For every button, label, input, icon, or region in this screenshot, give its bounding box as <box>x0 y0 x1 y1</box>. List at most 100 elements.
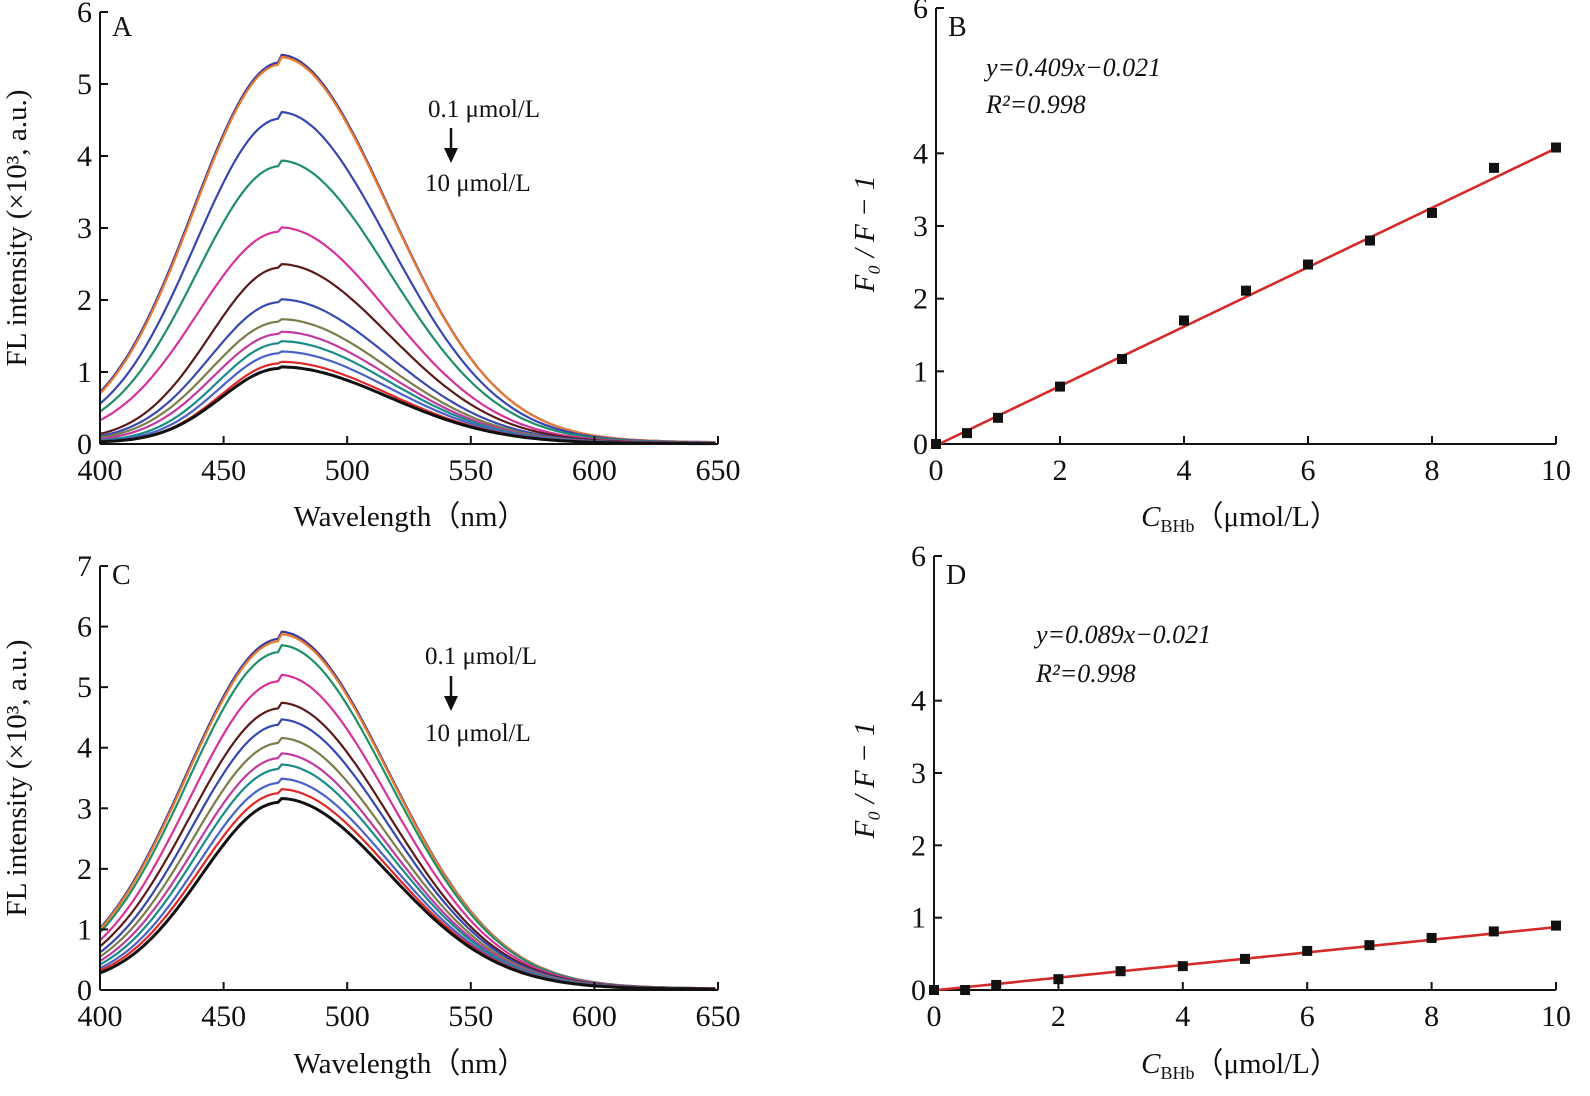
y-tick-label: 3 <box>913 210 928 243</box>
y-tick-label: 0 <box>913 428 928 461</box>
y-tick-label: 2 <box>913 283 928 316</box>
data-point <box>1115 966 1126 977</box>
x-tick-label: 0 <box>927 1000 942 1033</box>
data-point <box>1117 353 1127 364</box>
data-point <box>1177 961 1188 972</box>
y-tick-label: 6 <box>911 540 926 573</box>
panel-c-curves <box>99 630 716 991</box>
panel-a-y-title: FL intensity (×10³, a.u.) <box>1 90 33 367</box>
data-point <box>931 439 941 449</box>
panel-b-x-title-sub: BHb <box>1160 516 1194 536</box>
panel-c-annotation-top: 0.1 μmol/L <box>425 643 537 670</box>
data-point <box>929 985 939 995</box>
spectrum-curve-s3 <box>99 644 716 990</box>
x-tick-label: 450 <box>201 1000 246 1033</box>
panel-b-x-title: CBHb（μmol/L） <box>1141 501 1339 536</box>
y-tick-label: 2 <box>77 284 92 317</box>
x-tick-label: 650 <box>696 454 741 487</box>
panel-a-curves <box>99 53 716 446</box>
panel-d-x-title-unit: （μmol/L） <box>1194 1048 1338 1080</box>
x-tick-label: 6 <box>1301 454 1316 487</box>
panel-c-ticks: 400 450 500 550 600 650 0 1 2 3 4 5 6 7 <box>77 550 741 1033</box>
panel-a-annotation-top: 0.1 μmol/L <box>428 96 540 123</box>
y-tick-label: 1 <box>77 913 92 946</box>
panel-b-fit <box>938 147 1557 446</box>
data-point <box>1489 162 1499 173</box>
x-tick-label: 400 <box>78 454 123 487</box>
spectrum-curve-s4 <box>99 673 716 990</box>
spectrum-curve-s4 <box>99 159 716 444</box>
panel-b-equation: y=0.409x−0.021 <box>983 53 1161 82</box>
data-point <box>1053 974 1064 985</box>
spectrum-curve-s10 <box>99 340 716 445</box>
x-tick-label: 6 <box>1300 1000 1315 1033</box>
y-tick-label: 5 <box>77 68 92 101</box>
y-tick-label: 0 <box>77 974 92 1007</box>
panel-d-r2: R²=0.998 <box>1035 659 1136 688</box>
panel-d-ticks: 0 2 4 6 8 10 0 1 2 3 4 6 <box>911 540 1571 1033</box>
panel-c-arrow-head <box>444 696 458 711</box>
panel-d-x-title: CBHb（μmol/L） <box>1141 1048 1339 1083</box>
x-tick-label: 10 <box>1541 1000 1571 1033</box>
data-point <box>993 412 1003 423</box>
y-tick-label: 4 <box>911 685 926 718</box>
y-tick-label: 3 <box>77 792 92 825</box>
spectrum-curve-s8 <box>99 318 716 445</box>
panel-b-r2: R²=0.998 <box>985 90 1086 119</box>
panel-b-ticks: 0 2 4 6 8 10 0 1 2 3 4 6 <box>913 0 1571 487</box>
x-tick-label: 4 <box>1177 454 1192 487</box>
panel-c-annotation-bottom: 10 μmol/L <box>425 720 531 747</box>
y-tick-label: 2 <box>77 853 92 886</box>
panel-c-y-title: FL intensity (×10³, a.u.) <box>1 640 33 917</box>
x-tick-label: 600 <box>572 1000 617 1033</box>
y-tick-label: 3 <box>77 212 92 245</box>
fit-line <box>938 147 1557 446</box>
y-tick-label: 1 <box>911 902 926 935</box>
x-tick-label: 2 <box>1053 454 1068 487</box>
x-tick-label: 550 <box>448 1000 493 1033</box>
panel-d-equation: y=0.089x−0.021 <box>1033 620 1211 649</box>
spectrum-curve-s9 <box>99 763 716 990</box>
spectrum-curve-s12 <box>99 796 716 991</box>
x-tick-label: 2 <box>1051 1000 1066 1033</box>
x-tick-label: 500 <box>325 454 370 487</box>
panel-d-x-title-sub: BHb <box>1160 1063 1194 1083</box>
spectrum-curve-s13 <box>99 365 716 446</box>
y-tick-label: 4 <box>77 140 92 173</box>
panel-d-letter: D <box>946 560 966 591</box>
data-point <box>1551 920 1561 931</box>
y-tick-label: 2 <box>911 829 926 862</box>
spectrum-curve-s5 <box>99 701 716 990</box>
panel-a-ticks: 400 450 500 550 600 650 0 1 2 3 4 5 6 <box>77 0 741 487</box>
y-tick-label: 5 <box>77 671 92 704</box>
data-point <box>1240 953 1250 964</box>
x-tick-label: 4 <box>1175 1000 1190 1033</box>
data-point <box>1364 940 1375 951</box>
panel-a-letter: A <box>112 12 133 43</box>
x-tick-label: 650 <box>696 1000 741 1033</box>
x-tick-label: 8 <box>1425 454 1440 487</box>
data-point <box>962 428 972 439</box>
x-tick-label: 600 <box>572 454 617 487</box>
y-tick-label: 0 <box>911 974 926 1007</box>
x-tick-label: 10 <box>1541 454 1571 487</box>
x-tick-label: 550 <box>448 454 493 487</box>
panel-a-arrow-head <box>444 148 458 163</box>
y-tick-label: 6 <box>77 0 92 29</box>
y-tick-label: 4 <box>77 732 92 765</box>
y-tick-label: 1 <box>913 355 928 388</box>
data-point <box>991 979 1002 990</box>
panel-d-y-title: F₀ / F − 1 <box>849 722 881 840</box>
data-point <box>1551 142 1561 153</box>
data-point <box>1488 926 1499 937</box>
panel-b-x-title-main: C <box>1141 501 1161 533</box>
x-tick-label: 450 <box>201 454 246 487</box>
x-tick-label: 400 <box>78 1000 123 1033</box>
panel-d-x-title-main: C <box>1141 1048 1161 1080</box>
y-tick-label: 4 <box>913 137 928 170</box>
y-tick-label: 6 <box>77 611 92 644</box>
